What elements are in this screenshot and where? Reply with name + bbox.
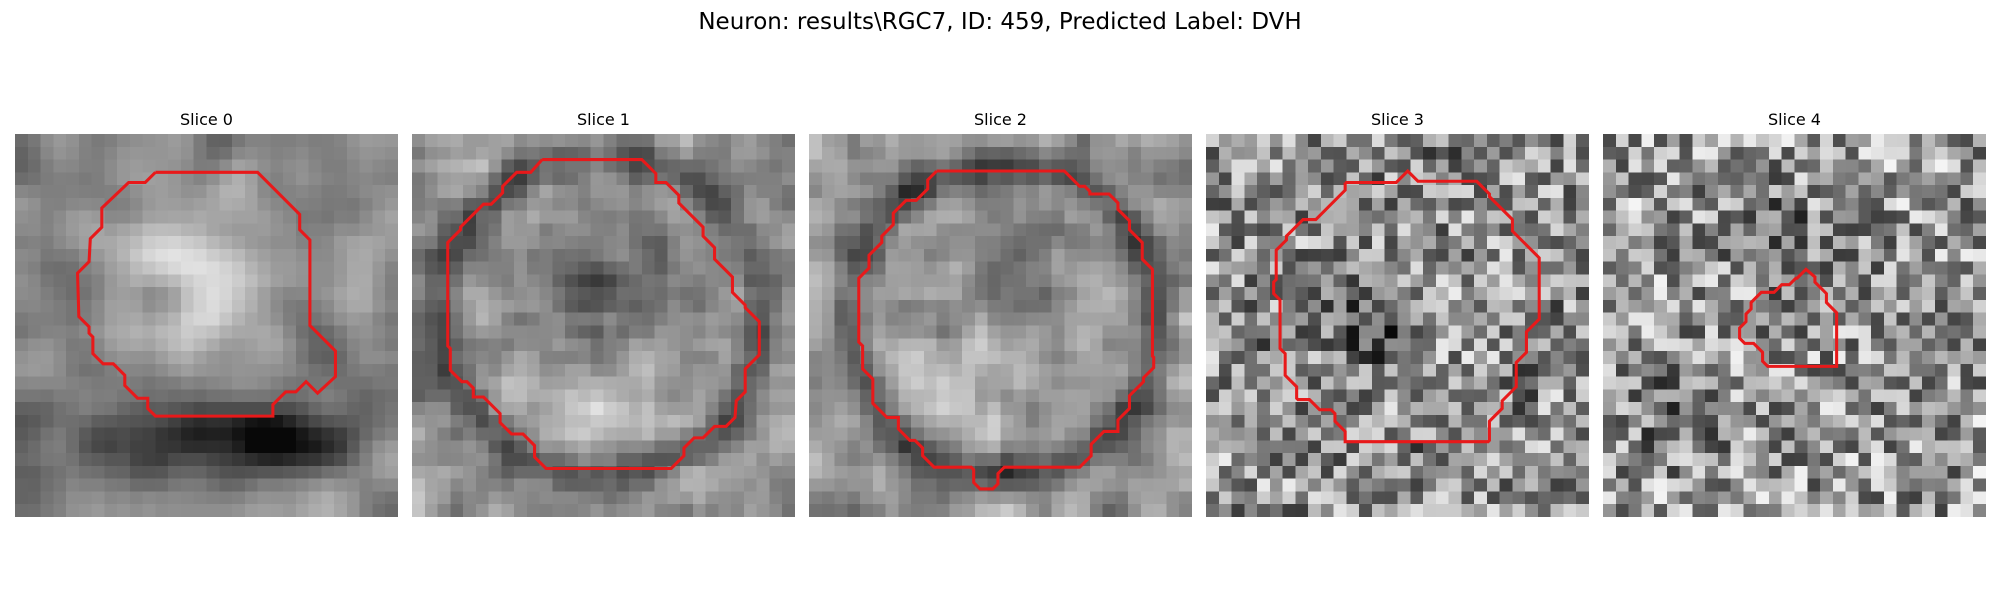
slice-panel-0: Slice 0 xyxy=(15,108,398,518)
slice-panel-1: Slice 1 xyxy=(412,108,795,518)
slice-image-0 xyxy=(15,134,398,517)
slice-pixel-grid-4 xyxy=(1603,134,1986,517)
slice-image-4 xyxy=(1603,134,1986,517)
slice-title-2: Slice 2 xyxy=(974,110,1027,129)
slice-panel-4: Slice 4 xyxy=(1603,108,1986,518)
segmentation-contour-0 xyxy=(76,170,337,418)
slice-panel-2: Slice 2 xyxy=(809,108,1192,518)
slice-image-3 xyxy=(1206,134,1589,517)
slice-pixel-grid-0 xyxy=(15,134,398,517)
segmentation-contour-2 xyxy=(857,169,1156,491)
slice-image-2 xyxy=(809,134,1192,517)
slice-pixel-grid-1 xyxy=(412,134,795,517)
slice-title-0: Slice 0 xyxy=(180,110,233,129)
slice-pixel-grid-2 xyxy=(809,134,1192,517)
slice-title-3: Slice 3 xyxy=(1371,110,1424,129)
slice-title-1: Slice 1 xyxy=(577,110,630,129)
segmentation-contour-4 xyxy=(1738,267,1839,368)
slice-image-1 xyxy=(412,134,795,517)
figure-title: Neuron: results\RGC7, ID: 459, Predicted… xyxy=(698,9,1302,35)
segmentation-contour-1 xyxy=(446,158,761,471)
slice-pixel-grid-3 xyxy=(1206,134,1589,517)
slice-panel-3: Slice 3 xyxy=(1206,108,1589,518)
slice-title-4: Slice 4 xyxy=(1768,110,1821,129)
segmentation-contour-3 xyxy=(1272,168,1541,444)
